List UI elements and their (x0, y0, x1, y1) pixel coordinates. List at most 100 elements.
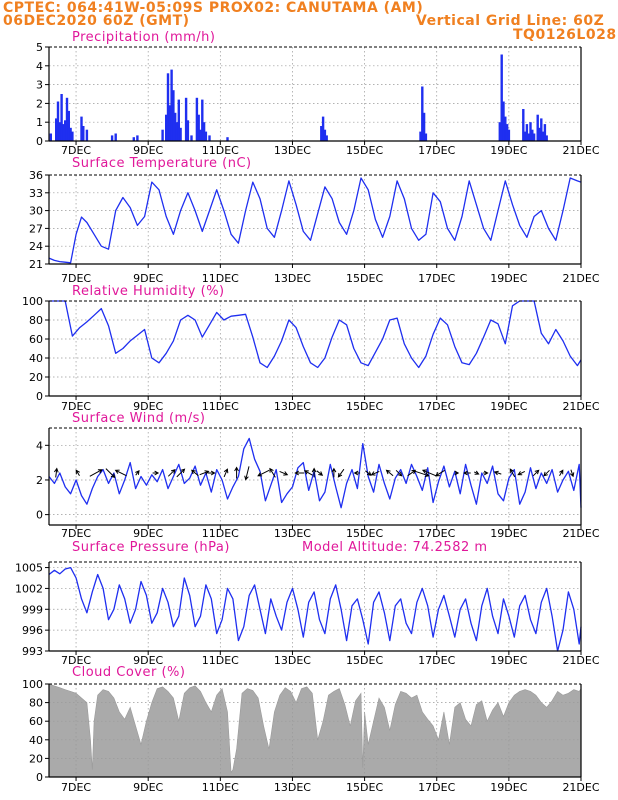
wind-y-tick-label: 0 (36, 509, 43, 522)
precip-x-tick-label: 11DEC (202, 144, 239, 157)
wind-arrow (152, 470, 160, 476)
cloud-x-tick-label: 17DEC (418, 781, 455, 794)
wind-arrow (294, 470, 305, 476)
precip-bar (64, 120, 67, 141)
pressure-x-tick-label: 7DEC (61, 654, 91, 667)
temperature-y-tick-label: 24 (29, 240, 43, 253)
wind-panel: Surface Wind (m/s) 0 2 4 7DEC 9DEC 11DEC 13DEC 1… (36, 411, 600, 540)
precip-bar (226, 137, 229, 141)
wind-arrow (316, 470, 324, 476)
wind-x-tick-label: 9DEC (133, 527, 163, 540)
wind-x-tick-label: 17DEC (418, 527, 455, 540)
precip-x-tick-label: 15DEC (346, 144, 383, 157)
temperature-x-tick-label: 7DEC (61, 272, 91, 285)
wind-arrows (53, 466, 575, 481)
wind-arrow (370, 470, 380, 476)
wind-x-tick-label: 19DEC (490, 527, 527, 540)
precip-title: Precipitation (mm/h) (72, 30, 215, 45)
wind-arrow (365, 470, 372, 476)
wind-arrow (353, 470, 361, 476)
wind-x-tick-label: 7DEC (61, 527, 91, 540)
wind-arrow (463, 470, 471, 476)
humidity-x-tick-label: 13DEC (274, 400, 311, 413)
precip-bar (527, 133, 530, 141)
precip-x-tick-label: 9DEC (133, 144, 163, 157)
precip-bar (325, 135, 328, 141)
precip-bar (541, 131, 545, 141)
cloud-x-tick-label: 13DEC (274, 781, 311, 794)
wind-arrow (114, 469, 127, 477)
temperature-x-tick-label: 9DEC (133, 272, 163, 285)
precip-bar (543, 124, 547, 141)
cloud-x-tick-label: 21DEC (562, 781, 599, 794)
precip-bar (60, 94, 63, 141)
precip-bar (538, 127, 541, 141)
precip-bar (175, 122, 179, 141)
wind-y-tick-label: 2 (36, 474, 43, 487)
wind-arrow (517, 470, 526, 476)
wind-arrow (311, 467, 317, 478)
wind-arrow (199, 470, 210, 476)
humidity-y-tick-label: 60 (29, 333, 43, 346)
precip-bar (67, 110, 70, 141)
cloud-y-tick-label: 20 (29, 752, 43, 765)
wind-arrow (135, 469, 140, 476)
humidity-panel: Relative Humidity (%) 0 20 40 60 80 100 7DEC 9DE… (22, 284, 600, 413)
precip-y-tick-label: 2 (36, 97, 43, 110)
cloud-panel: Cloud Cover (%) 0 20 40 60 80 100 7DEC 9DEC 11DEC… (22, 665, 600, 794)
precip-bar (195, 97, 199, 141)
precip-bar (536, 114, 539, 141)
cloud-x-tick-label: 15DEC (346, 781, 383, 794)
precip-x-tick-label: 7DEC (61, 144, 91, 157)
humidity-title: Relative Humidity (%) (72, 284, 225, 299)
humidity-x-tick-label: 21DEC (562, 400, 599, 413)
wind-arrow (191, 469, 199, 477)
precip-x-tick-label: 17DEC (418, 144, 455, 157)
precip-bar (56, 101, 60, 141)
precip-bar (165, 114, 168, 141)
precip-bar (208, 135, 211, 141)
precip-x-tick-label: 19DEC (490, 144, 527, 157)
pressure-x-tick-label: 11DEC (202, 654, 239, 667)
wind-arrow (331, 467, 337, 478)
pressure-x-tick-label: 15DEC (346, 654, 383, 667)
wind-arrow (559, 469, 564, 477)
precip-bar (71, 131, 74, 141)
pressure-x-tick-label: 13DEC (274, 654, 311, 667)
precip-bar (170, 69, 173, 141)
wind-arrow (435, 469, 445, 477)
temperature-title: Surface Temperature (nC) (72, 156, 252, 171)
wind-arrow (223, 468, 229, 478)
cloud-grid (49, 684, 582, 777)
pressure-panel: Surface Pressure (hPa) Model Altitude: 74… (15, 540, 600, 667)
temperature-y-tick-label: 30 (29, 205, 43, 218)
precip-bar (323, 129, 327, 141)
precip-bar (136, 135, 139, 141)
pressure-x-tick-label: 9DEC (133, 654, 163, 667)
wind-arrow (89, 469, 103, 477)
pressure-grid (49, 562, 582, 651)
precip-y-tick-label: 4 (36, 60, 43, 73)
humidity-line (49, 300, 582, 369)
wind-arrow (483, 470, 489, 476)
precip-bar (186, 120, 190, 141)
precip-bar (55, 118, 58, 141)
pressure-y-tick-label: 993 (22, 645, 43, 658)
wind-arrow (385, 469, 394, 477)
wind-x-tick-label: 21DEC (562, 527, 599, 540)
precip-bar (500, 54, 503, 141)
header-grid-line-note: Vertical Grid Line: 60Z (416, 13, 605, 29)
temperature-x-tick-label: 15DEC (346, 272, 383, 285)
precip-bar (532, 133, 536, 141)
precip-grid (49, 47, 582, 141)
wind-arrow (337, 468, 345, 478)
wind-arrow (167, 468, 176, 477)
wind-arrow (532, 469, 540, 477)
precip-bar (82, 126, 85, 141)
temperature-x-tick-label: 17DEC (418, 272, 455, 285)
precip-x-tick-label: 13DEC (274, 144, 311, 157)
cloud-y-tick-label: 0 (36, 771, 43, 784)
temperature-x-tick-label: 19DEC (490, 272, 527, 285)
precip-bar (177, 99, 180, 141)
wind-x-tick-label: 15DEC (346, 527, 383, 540)
